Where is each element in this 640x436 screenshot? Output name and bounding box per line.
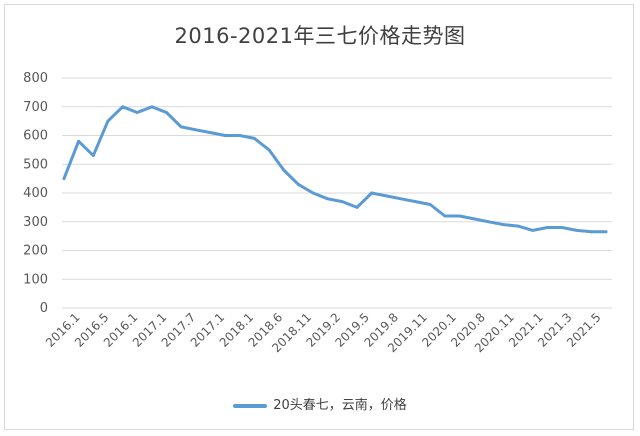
data-point bbox=[428, 203, 432, 206]
data-point bbox=[560, 226, 564, 229]
y-tick-label: 800 bbox=[23, 71, 48, 86]
data-point bbox=[179, 125, 183, 129]
data-point bbox=[150, 105, 154, 109]
data-point bbox=[165, 111, 168, 114]
y-tick-label: 0 bbox=[40, 301, 48, 316]
data-point bbox=[487, 220, 491, 224]
y-tick-label: 200 bbox=[23, 244, 48, 259]
data-point bbox=[121, 105, 124, 109]
data-point bbox=[253, 136, 256, 140]
data-point bbox=[209, 131, 212, 135]
data-point bbox=[546, 226, 549, 229]
data-point bbox=[370, 191, 374, 195]
y-tick-label: 300 bbox=[23, 215, 48, 230]
series-line bbox=[62, 105, 608, 234]
data-point bbox=[443, 214, 447, 218]
y-tick-label: 100 bbox=[23, 272, 48, 287]
data-point bbox=[516, 224, 520, 228]
data-point bbox=[575, 228, 579, 232]
chart-legend: 20头春七，云南，价格 bbox=[0, 394, 640, 413]
data-point bbox=[77, 139, 81, 143]
legend-series-label: 20头春七，云南，价格 bbox=[273, 398, 407, 413]
data-point bbox=[604, 230, 608, 234]
y-tick-label: 600 bbox=[23, 129, 48, 144]
legend-line-swatch bbox=[233, 403, 268, 408]
y-tick-label: 500 bbox=[23, 157, 48, 172]
data-point bbox=[589, 230, 593, 234]
data-point bbox=[135, 111, 139, 114]
data-point bbox=[502, 223, 505, 227]
data-point bbox=[414, 200, 417, 204]
data-point bbox=[326, 197, 330, 201]
data-point bbox=[531, 228, 535, 232]
y-tick-label: 400 bbox=[23, 186, 48, 201]
data-point bbox=[384, 194, 388, 198]
data-point bbox=[399, 197, 403, 201]
data-point bbox=[458, 214, 461, 218]
chart-frame bbox=[4, 4, 634, 430]
data-point bbox=[296, 182, 300, 186]
data-point bbox=[355, 205, 359, 209]
data-point bbox=[311, 191, 315, 195]
data-point bbox=[194, 128, 198, 132]
data-point bbox=[91, 154, 95, 158]
data-point bbox=[282, 168, 286, 172]
data-point bbox=[340, 200, 344, 204]
data-point bbox=[62, 177, 66, 181]
data-point bbox=[267, 148, 271, 152]
data-point bbox=[106, 119, 110, 123]
data-point bbox=[223, 134, 227, 137]
data-point bbox=[238, 134, 242, 137]
y-tick-label: 700 bbox=[23, 100, 48, 115]
chart-title: 2016-2021年三七价格走势图 bbox=[174, 24, 466, 48]
data-point bbox=[472, 217, 476, 221]
